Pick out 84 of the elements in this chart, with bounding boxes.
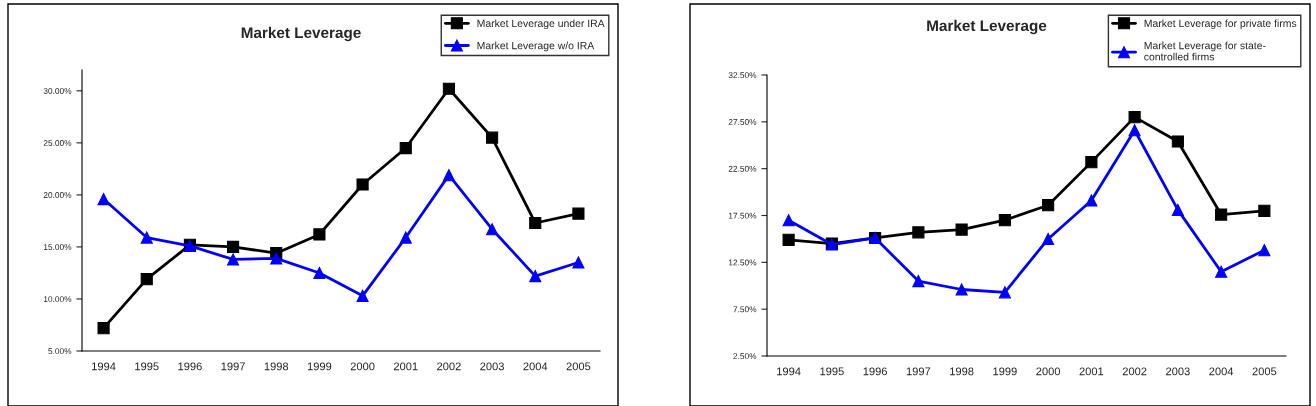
point [998, 286, 1011, 299]
point [1128, 124, 1141, 137]
point [1085, 156, 1098, 169]
point [1128, 111, 1141, 124]
x-tick-label: 1997 [906, 367, 931, 376]
x-tick-label: 2003 [480, 362, 504, 371]
point [140, 273, 153, 286]
point [955, 283, 968, 296]
point [955, 223, 968, 236]
point [1042, 232, 1055, 245]
y-tick-label: 25.00% [43, 140, 72, 146]
point [912, 226, 925, 239]
x-tick-label: 1998 [264, 362, 289, 371]
point [486, 131, 499, 144]
point [1215, 265, 1228, 278]
x-tick-label: 1996 [863, 367, 887, 376]
point [227, 240, 240, 253]
x-tick-label: 2005 [566, 362, 591, 371]
x-tick-label: 2004 [523, 362, 548, 371]
x-tick-label: 2001 [393, 362, 418, 371]
x-tick-label: 2004 [1209, 367, 1234, 376]
y-tick-label: 32.50% [728, 72, 757, 79]
point [399, 141, 412, 155]
point [529, 269, 542, 283]
point [782, 233, 795, 246]
y-tick-label: 27.50% [728, 119, 757, 125]
point [442, 82, 455, 95]
y-tick-label: 20.00% [43, 192, 72, 198]
legend-label: Market Leverage under IRA [477, 19, 605, 30]
point [1258, 204, 1271, 217]
y-tick-label: 30.00% [43, 88, 72, 94]
point [486, 223, 499, 236]
x-tick-label: 1995 [820, 367, 844, 376]
point [1042, 199, 1055, 212]
x-tick-label: 1999 [307, 362, 332, 371]
point [912, 274, 925, 288]
x-tick-label: 2001 [1079, 367, 1104, 376]
y-tick-label: 12.50% [728, 259, 757, 266]
x-tick-label: 1996 [178, 362, 202, 371]
x-tick-label: 1995 [135, 362, 159, 371]
x-tick-label: 1999 [993, 367, 1017, 376]
x-tick-label: 2005 [1252, 367, 1277, 376]
legend-label: Market Leverage for private firms [1144, 19, 1297, 30]
point [227, 253, 240, 266]
y-tick-label: 10.00% [43, 296, 72, 303]
x-tick-label: 2002 [437, 362, 461, 371]
point [356, 178, 369, 191]
legend-label: Market Leverage for state- controlled firms [1144, 41, 1266, 61]
legend-label: Market Leverage w/o IRA [477, 41, 595, 52]
point [1258, 244, 1271, 257]
point [442, 169, 455, 182]
x-tick-label: 1994 [92, 362, 116, 371]
point [1085, 194, 1098, 207]
x-tick-label: 2000 [1036, 367, 1061, 376]
point [270, 252, 283, 265]
point [572, 207, 585, 220]
point [998, 214, 1011, 227]
point [356, 289, 369, 302]
point [97, 322, 110, 335]
y-tick-label: 17.50% [728, 212, 757, 219]
x-tick-label: 1997 [221, 362, 245, 371]
point [1171, 135, 1184, 148]
x-tick-label: 2002 [1122, 367, 1147, 376]
point [140, 231, 153, 244]
point [529, 216, 542, 230]
point [313, 228, 326, 241]
x-tick-label: 1994 [777, 367, 801, 376]
y-tick-label: 7.50% [733, 306, 757, 313]
point [313, 266, 326, 280]
chart-title: Market Leverage [927, 19, 1047, 35]
y-tick-label: 15.00% [43, 244, 72, 251]
point [782, 214, 795, 227]
x-tick-label: 2000 [350, 362, 375, 371]
y-tick-label: 22.50% [728, 165, 757, 172]
point [97, 192, 110, 206]
point [1171, 203, 1184, 216]
point [399, 231, 412, 244]
x-tick-label: 2003 [1166, 367, 1190, 376]
point [572, 256, 585, 269]
x-tick-label: 1998 [950, 367, 974, 376]
y-tick-label: 5.00% [48, 348, 72, 355]
y-tick-label: 2.50% [733, 353, 757, 360]
chart-title: Market Leverage [241, 26, 361, 42]
point [1215, 208, 1228, 221]
